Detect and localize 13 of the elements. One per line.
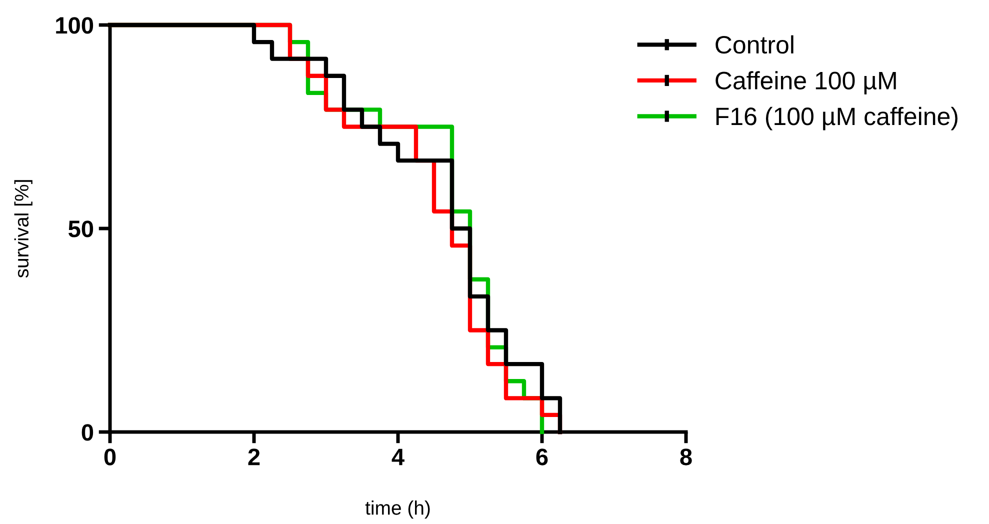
- legend-label: Caffeine 100 µM: [716, 71, 896, 94]
- y-tick-label: 100: [56, 17, 94, 34]
- x-tick-label: 0: [104, 448, 116, 466]
- y-axis-title: survival [%]: [14, 180, 32, 278]
- y-tick-label: 0: [82, 424, 94, 441]
- legend-label: F16 (100 µM caffeine): [716, 106, 958, 130]
- x-tick-label: 2: [248, 448, 260, 466]
- x-axis-title: time (h): [365, 500, 430, 519]
- x-tick-label: 8: [680, 448, 692, 466]
- x-tick-label: 4: [392, 448, 404, 466]
- legend-label: Control: [716, 35, 794, 54]
- y-tick-label: 50: [68, 220, 94, 238]
- x-tick-label: 6: [536, 448, 548, 466]
